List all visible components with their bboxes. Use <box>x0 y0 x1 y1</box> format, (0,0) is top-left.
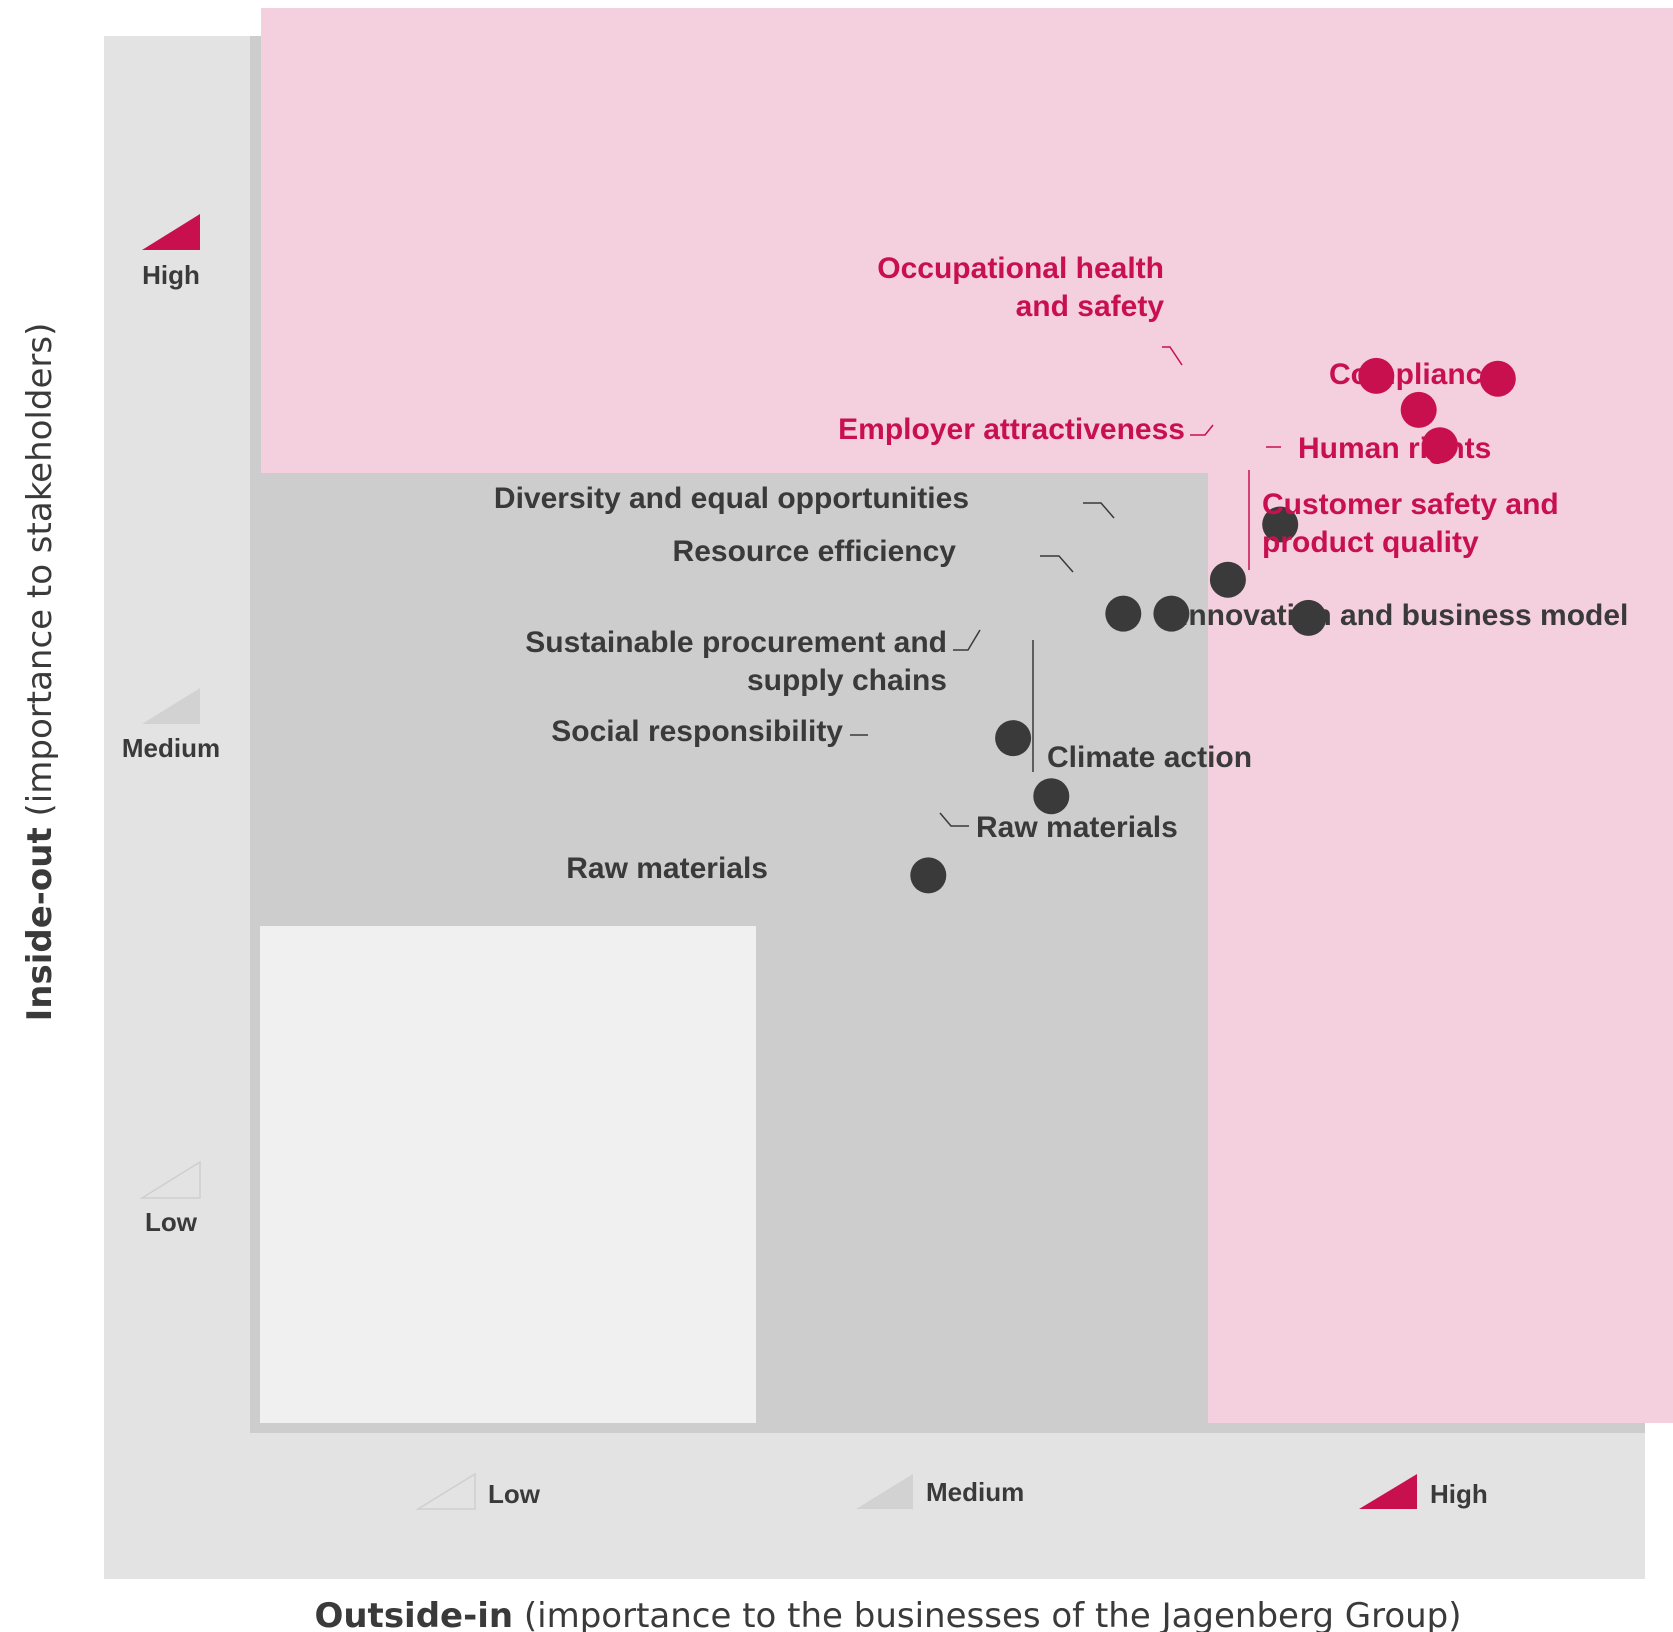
x-axis-title-strong: Outside-in <box>314 1596 513 1632</box>
label-innovation: Innovation and business model <box>1180 599 1628 632</box>
y-axis-title: Inside-out (importance to stakeholders) <box>20 323 60 1022</box>
data-point-0 <box>1358 357 1395 394</box>
point-labels: Occupational health and safety Compliance… <box>494 252 1628 885</box>
label-social-responsibility: Social responsibility <box>551 715 843 748</box>
x-axis-title: Outside-in (importance to the businesses… <box>314 1596 1461 1632</box>
label-customer-safety: Customer safety and product quality <box>1262 488 1559 559</box>
label-diversity: Diversity and equal opportunities <box>494 482 969 515</box>
data-points <box>910 357 1516 894</box>
label-raw-materials-1: Raw materials <box>976 811 1178 844</box>
leader-sustainable-procurement <box>953 629 981 651</box>
x-medium-indicator-icon <box>856 1474 913 1509</box>
data-point-5 <box>1262 506 1299 543</box>
y-medium-indicator-icon <box>142 688 200 724</box>
y-low-indicator-icon <box>139 1160 201 1199</box>
data-point-10 <box>995 720 1032 757</box>
label-raw-materials-2: Raw materials <box>566 852 768 885</box>
data-point-11 <box>1033 778 1070 815</box>
label-employer-attractiveness: Employer attractiveness <box>838 413 1185 446</box>
label-occupational-health: Occupational health and safety <box>877 252 1164 323</box>
data-point-9 <box>1290 599 1327 636</box>
data-point-1 <box>1479 360 1516 397</box>
label-sustainable-procurement-line-2: supply chains <box>747 664 947 697</box>
label-occupational-health-line-1: Occupational health <box>877 252 1164 285</box>
y-tick-medium: Medium <box>122 733 220 763</box>
label-occupational-health-line-2: and safety <box>1016 290 1165 323</box>
x-tick-low: Low <box>488 1479 541 1509</box>
y-axis-title-strong: Inside-out <box>20 827 60 1021</box>
y-tick-high: High <box>142 260 200 290</box>
data-point-12 <box>910 857 947 894</box>
x-tick-high: High <box>1430 1479 1488 1509</box>
y-high-indicator-icon <box>142 214 200 250</box>
zone-low <box>260 926 756 1423</box>
y-tick-low: Low <box>145 1207 198 1237</box>
x-axis-title-rest: (importance to the businesses of the Jag… <box>513 1596 1461 1632</box>
label-sustainable-procurement: Sustainable procurement and supply chains <box>525 626 947 697</box>
label-customer-safety-line-2: product quality <box>1262 526 1479 559</box>
y-axis-title-rest: (importance to stakeholders) <box>20 323 60 828</box>
x-low-indicator-icon <box>415 1472 476 1510</box>
data-point-3 <box>1421 427 1458 464</box>
zone-high-right <box>1208 473 1673 1423</box>
leader-raw-materials <box>939 812 969 827</box>
x-tick-medium: Medium <box>926 1477 1024 1507</box>
label-resource-efficiency: Resource efficiency <box>673 535 957 568</box>
leader-resource-efficiency <box>1040 555 1074 573</box>
leader-employer-attractiveness <box>1190 424 1214 436</box>
label-customer-safety-line-1: Customer safety and <box>1262 488 1559 521</box>
data-point-6 <box>1209 561 1246 598</box>
label-compliance: Compliance <box>1329 358 1499 391</box>
label-human-rights: Human rights <box>1298 432 1491 465</box>
leader-occupational-health <box>1162 346 1183 366</box>
data-point-8 <box>1153 595 1190 632</box>
data-point-2 <box>1400 391 1437 428</box>
leader-lines <box>850 346 1281 827</box>
label-sustainable-procurement-line-1: Sustainable procurement and <box>525 626 947 659</box>
zone-high-top <box>261 8 1673 473</box>
x-high-indicator-icon <box>1359 1474 1417 1509</box>
data-point-7 <box>1105 595 1142 632</box>
label-climate-action: Climate action <box>1047 741 1252 774</box>
leader-diversity <box>1083 502 1115 519</box>
